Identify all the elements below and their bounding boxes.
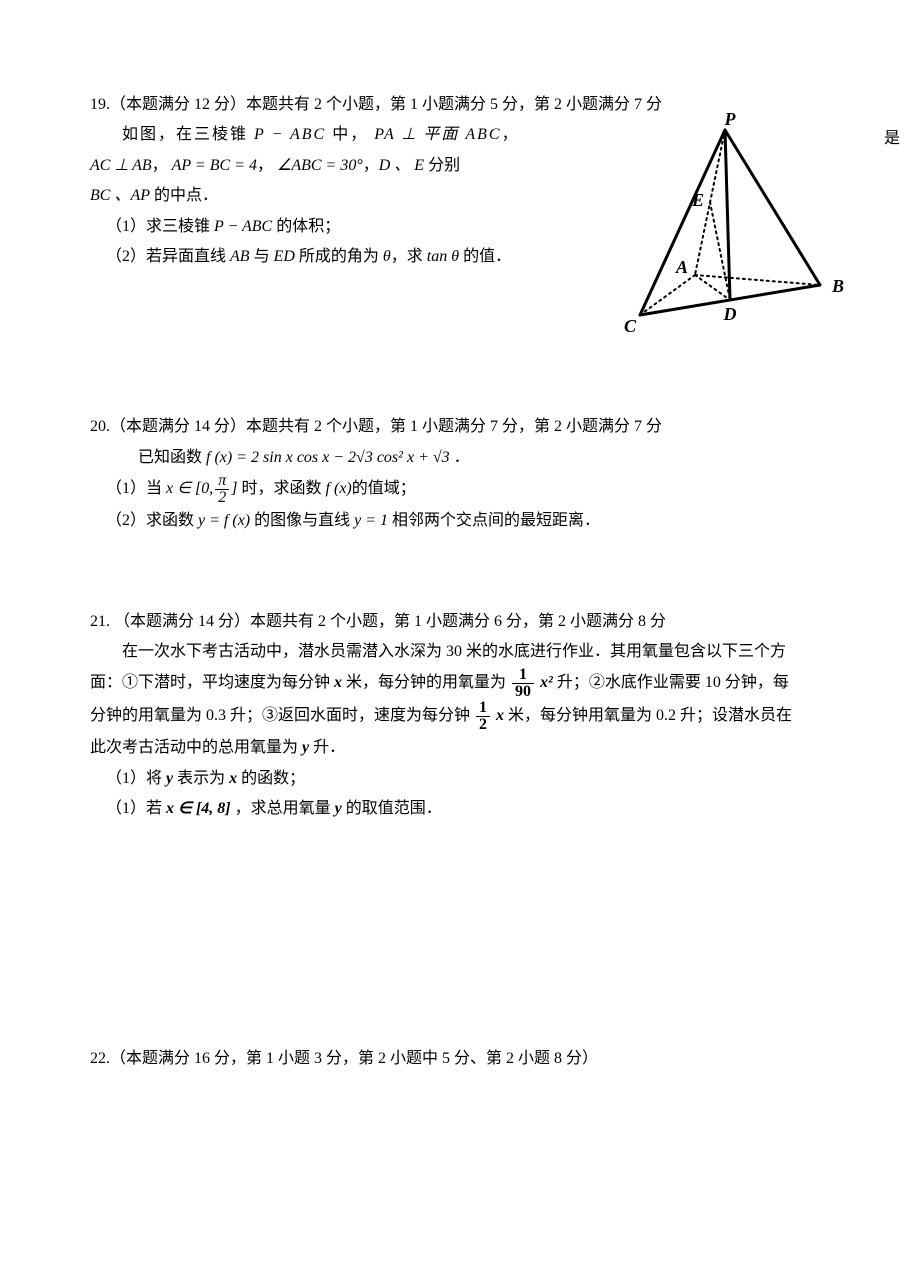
- m: tan θ: [427, 248, 459, 265]
- m: D 、 E: [379, 157, 424, 174]
- m: f (x) = 2 sin x cos x − 2√3 cos² x + √3: [206, 449, 450, 466]
- m: ED: [274, 248, 295, 265]
- t: 与: [250, 248, 274, 265]
- m: x: [334, 674, 342, 691]
- t: ．: [450, 449, 470, 466]
- m: x²: [540, 674, 553, 691]
- t: （2）求函数: [106, 512, 198, 529]
- t: 的中点．: [150, 187, 218, 204]
- m: y = 1: [354, 512, 388, 529]
- spacer: [90, 537, 840, 567]
- m: ∠ABC = 30°: [277, 157, 363, 174]
- p20-q1: （1）当 x ∈ [0,π2] 时，求函数 f (x)的值域；: [106, 473, 840, 506]
- p22-header: 22.（本题满分 16 分，第 1 小题 3 分，第 2 小题中 5 分、第 2…: [90, 1044, 840, 1074]
- m: x ∈ [0,π2]: [166, 480, 238, 497]
- svg-text:A: A: [675, 257, 688, 277]
- problem-21: 21. （本题满分 14 分）本题共有 2 个小题，第 1 小题满分 6 分，第…: [90, 607, 840, 1005]
- p21-l4: 此次考古活动中的总用氧量为 y 升．: [90, 733, 840, 763]
- problem-22: 22.（本题满分 16 分，第 1 小题 3 分，第 2 小题中 5 分、第 2…: [90, 1044, 840, 1074]
- t: （1）若: [106, 800, 166, 817]
- t: 米，每分钟的用氧量为: [342, 674, 510, 691]
- t: 米，每分钟用氧量为 0.2 升；设潜水员在: [504, 707, 792, 724]
- t: 表示为: [173, 770, 229, 787]
- d: 2: [479, 716, 487, 733]
- p21-l2: 面：①下潜时，平均速度为每分钟 x 米，每分钟的用氧量为 190 x² 升；②水…: [90, 667, 840, 700]
- t: 的值．: [459, 248, 511, 265]
- t: ，: [257, 157, 277, 174]
- t: （1）求三棱锥: [106, 218, 214, 235]
- t: ，: [502, 126, 520, 143]
- t: 已知函数: [138, 449, 206, 466]
- m: x: [496, 707, 504, 724]
- m: y = f (x): [198, 512, 250, 529]
- t: ，求: [391, 248, 427, 265]
- svg-text:D: D: [723, 304, 737, 324]
- n: 1: [519, 666, 527, 683]
- d: 2: [215, 490, 229, 506]
- p21-q1: （1）将 y 表示为 x 的函数；: [106, 764, 840, 794]
- p20-q2: （2）求函数 y = f (x) 的图像与直线 y = 1 相邻两个交点间的最短…: [106, 506, 840, 536]
- problem-20: 20.（本题满分 14 分）本题共有 2 个小题，第 1 小题满分 7 分，第 …: [90, 412, 840, 566]
- t: ，求总用氧量: [231, 800, 335, 817]
- p20-header: 20.（本题满分 14 分）本题共有 2 个小题，第 1 小题满分 7 分，第 …: [90, 412, 840, 442]
- t: 的图像与直线: [250, 512, 354, 529]
- m: P − ABC: [254, 126, 326, 143]
- t: 的取值范围．: [342, 800, 442, 817]
- svg-text:B: B: [831, 276, 844, 296]
- t: 面：①下潜时，平均速度为每分钟: [90, 674, 334, 691]
- t: （1）当: [106, 480, 166, 497]
- t: 相邻两个交点间的最短距离．: [388, 512, 600, 529]
- t: x ∈ [0,: [166, 480, 213, 497]
- n: 1: [479, 699, 487, 716]
- p20-body: 已知函数 f (x) = 2 sin x cos x − 2√3 cos² x …: [90, 443, 840, 473]
- t: 如图，在三棱锥: [122, 126, 254, 143]
- svg-text:C: C: [624, 316, 637, 336]
- p21-l1: 在一次水下考古活动中，潜水员需潜入水深为 30 米的水底进行作业．其用氧量包含以…: [90, 637, 840, 667]
- t: 所成的角为: [295, 248, 383, 265]
- m: PA ⊥ 平面 ABC: [374, 126, 501, 143]
- t: ，: [363, 157, 379, 174]
- t: 的体积；: [272, 218, 340, 235]
- p19-diagram: PBCADE: [610, 120, 860, 340]
- t: 升；②水底作业需要 10 分钟，每: [553, 674, 789, 691]
- m: x ∈ [4, 8]: [166, 800, 231, 817]
- problem-19: 19.（本题满分 12 分）本题共有 2 个小题，第 1 小题满分 5 分，第 …: [90, 90, 840, 372]
- t: 分别: [424, 157, 460, 174]
- t: 中，: [326, 126, 374, 143]
- p21-header: 21. （本题满分 14 分）本题共有 2 个小题，第 1 小题满分 6 分，第…: [90, 607, 840, 637]
- m: AB: [230, 248, 250, 265]
- d: 90: [515, 683, 531, 700]
- p21-q2: （1）若 x ∈ [4, 8] ，求总用氧量 y 的取值范围．: [106, 794, 840, 824]
- m: AP = BC = 4: [172, 157, 257, 174]
- m: BC 、AP: [90, 187, 150, 204]
- svg-text:P: P: [724, 109, 737, 129]
- p21-l3: 分钟的用氧量为 0.3 升；③返回水面时，速度为每分钟 12 x 米，每分钟用氧…: [90, 700, 840, 733]
- t: 分钟的用氧量为 0.3 升；③返回水面时，速度为每分钟: [90, 707, 474, 724]
- m: x: [229, 770, 237, 787]
- m: AC ⊥ AB: [90, 157, 152, 174]
- t: 升．: [309, 739, 345, 756]
- t: （2）若异面直线: [106, 248, 230, 265]
- svg-text:E: E: [691, 190, 704, 210]
- t: ，: [152, 157, 172, 174]
- t: 的函数；: [237, 770, 305, 787]
- n: π: [215, 473, 229, 490]
- t: 的值域；: [352, 480, 416, 497]
- p19-trail: 是: [884, 124, 900, 154]
- spacer: [90, 824, 840, 1004]
- m: f (x): [326, 480, 352, 497]
- m: θ: [383, 248, 391, 265]
- t: （1）将: [106, 770, 166, 787]
- t: 此次考古活动中的总用氧量为: [90, 739, 302, 756]
- m: P − ABC: [214, 218, 272, 235]
- m: y: [335, 800, 342, 817]
- t: 时，求函数: [238, 480, 326, 497]
